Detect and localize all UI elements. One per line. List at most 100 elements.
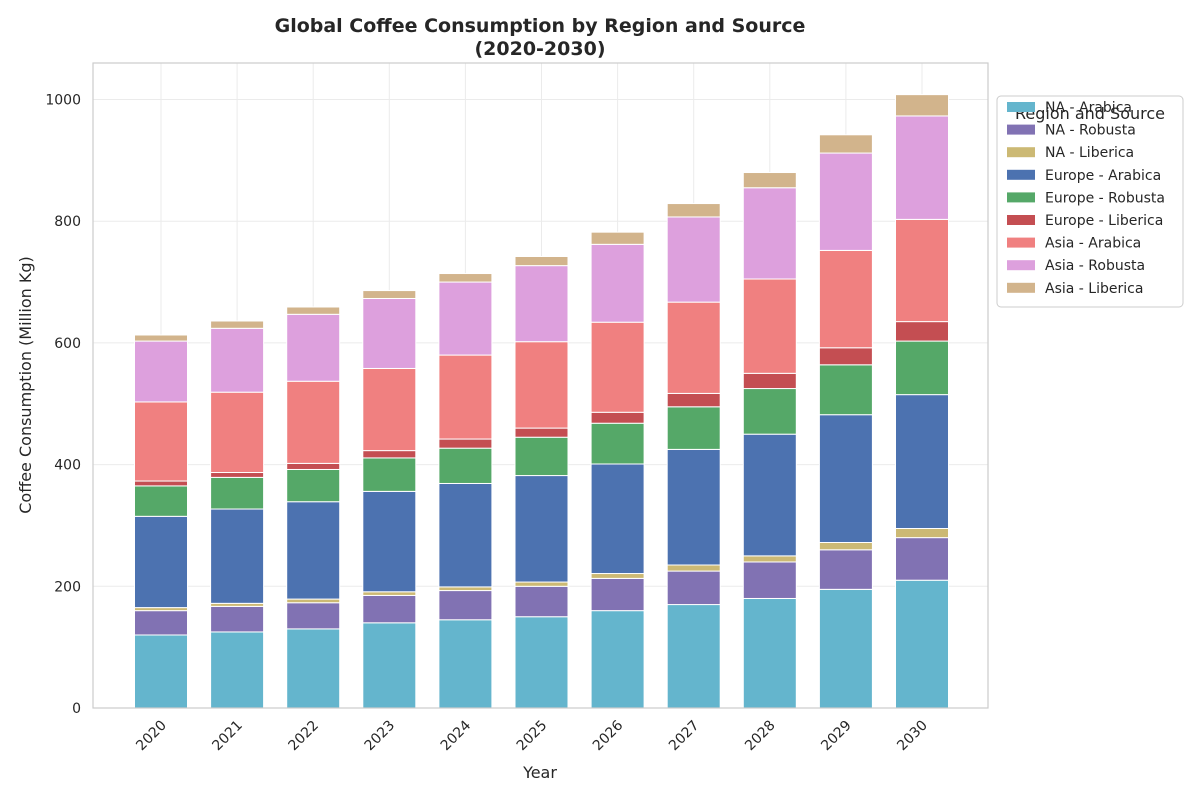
bar-segment bbox=[286, 598, 341, 604]
x-tick-label: 2023 bbox=[362, 718, 399, 755]
bar-segment bbox=[286, 468, 341, 503]
legend-swatch bbox=[1007, 147, 1035, 158]
legend-entry: Asia - Arabica bbox=[1045, 236, 1141, 252]
bar-segment bbox=[210, 327, 265, 393]
bar-segment bbox=[438, 590, 493, 621]
bar-segment bbox=[895, 218, 949, 323]
legend-entry: NA - Robusta bbox=[1045, 123, 1136, 139]
bar-segment bbox=[362, 367, 417, 452]
bar-segment bbox=[590, 463, 645, 575]
x-tick-label: 2028 bbox=[742, 718, 779, 755]
bar-segment bbox=[438, 619, 493, 709]
legend-swatch bbox=[1007, 102, 1035, 112]
bar-segment bbox=[895, 340, 949, 396]
y-ticks: 0 200 400 600 800 1000 bbox=[45, 93, 81, 717]
bar-segment bbox=[895, 94, 949, 117]
bar-segment bbox=[818, 414, 873, 543]
bar-segment bbox=[590, 231, 645, 245]
bar-segment bbox=[134, 340, 188, 403]
bar-segment bbox=[818, 249, 873, 349]
bar-segment bbox=[438, 273, 493, 283]
bar-segment bbox=[134, 610, 188, 636]
bar-segment bbox=[742, 388, 797, 435]
bar-segment bbox=[818, 588, 873, 709]
bar-segment bbox=[895, 321, 949, 342]
bar-segment bbox=[590, 321, 645, 413]
bar-segment bbox=[134, 515, 188, 609]
bar-segment bbox=[514, 475, 569, 583]
bar-segment bbox=[742, 278, 797, 374]
legend: Region and Source NA - Arabica NA - Robus… bbox=[996, 95, 1184, 308]
bar-segment bbox=[590, 573, 645, 579]
legend-swatch bbox=[1007, 192, 1035, 203]
bar-segment bbox=[438, 438, 493, 449]
bar-segment bbox=[134, 480, 188, 487]
bar-segment bbox=[286, 306, 341, 315]
bar-segment bbox=[514, 427, 569, 438]
bar-segment bbox=[210, 631, 265, 709]
bar-segment bbox=[286, 380, 341, 464]
legend-entry: NA - Liberica bbox=[1045, 145, 1134, 161]
bar-segment bbox=[818, 134, 873, 154]
bar-segment bbox=[362, 594, 417, 624]
legend-swatch bbox=[1007, 124, 1035, 135]
bar-segment bbox=[818, 364, 873, 416]
bar-segment bbox=[514, 341, 569, 429]
bar-segment bbox=[362, 457, 417, 492]
bar-segment bbox=[210, 605, 265, 633]
bar-segment bbox=[590, 610, 645, 709]
chart-subtitle: (2020-2030) bbox=[474, 38, 605, 60]
legend-entry: Asia - Liberica bbox=[1045, 281, 1143, 297]
bar-segment bbox=[590, 422, 645, 465]
plot-frame bbox=[92, 62, 989, 709]
bar-segment bbox=[438, 354, 493, 440]
bar-segment bbox=[286, 313, 341, 382]
bar-segment bbox=[590, 243, 645, 323]
bar-segment bbox=[134, 485, 188, 517]
y-tick-label: 400 bbox=[54, 458, 81, 474]
bar-segment bbox=[362, 450, 417, 459]
bar-segment bbox=[134, 401, 188, 482]
bar-segment bbox=[362, 290, 417, 299]
legend-entry: Europe - Arabica bbox=[1045, 168, 1161, 184]
legend-entry: Asia - Robusta bbox=[1045, 258, 1145, 274]
y-tick-label: 1000 bbox=[45, 93, 81, 109]
bar-segment bbox=[742, 561, 797, 599]
bar-segment bbox=[666, 448, 721, 566]
y-tick-label: 0 bbox=[72, 701, 81, 717]
legend-swatch bbox=[1007, 215, 1035, 225]
legend-swatch bbox=[1007, 237, 1035, 248]
legend-swatch bbox=[1007, 169, 1035, 180]
bar-segment bbox=[286, 602, 341, 630]
bar-segment bbox=[514, 265, 569, 343]
bar-segment bbox=[514, 581, 569, 587]
bar-segment bbox=[286, 501, 341, 600]
bar-segment bbox=[818, 549, 873, 590]
legend-entry: Europe - Robusta bbox=[1045, 190, 1165, 206]
bar-segment bbox=[438, 447, 493, 484]
bar-segment bbox=[590, 577, 645, 612]
x-tick-label: 2030 bbox=[894, 718, 931, 755]
bar-segment bbox=[666, 570, 721, 606]
bar-segment bbox=[210, 320, 265, 329]
bar-segment bbox=[438, 586, 493, 592]
bar-segment bbox=[286, 628, 341, 709]
bar-segment bbox=[210, 476, 265, 510]
x-tick-label: 2021 bbox=[209, 718, 246, 755]
bar-segment bbox=[666, 301, 721, 394]
bar-segment bbox=[210, 472, 265, 478]
bar-segment bbox=[895, 579, 949, 709]
y-tick-label: 200 bbox=[54, 579, 81, 595]
legend-entry: Europe - Liberica bbox=[1045, 213, 1163, 229]
bar-segment bbox=[134, 334, 188, 342]
bar-segment bbox=[362, 490, 417, 593]
bar-segment bbox=[742, 172, 797, 189]
x-tick-label: 2025 bbox=[514, 718, 551, 755]
bar-segment bbox=[514, 256, 569, 267]
bar-segment bbox=[742, 597, 797, 709]
legend-items: NA - Arabica NA - Robusta NA - Liberica Eur… bbox=[1007, 100, 1165, 297]
x-tick-label: 2027 bbox=[666, 718, 703, 755]
y-axis-label: Coffee Consumption (Million Kg) bbox=[16, 256, 35, 514]
bar-segment bbox=[895, 115, 949, 220]
